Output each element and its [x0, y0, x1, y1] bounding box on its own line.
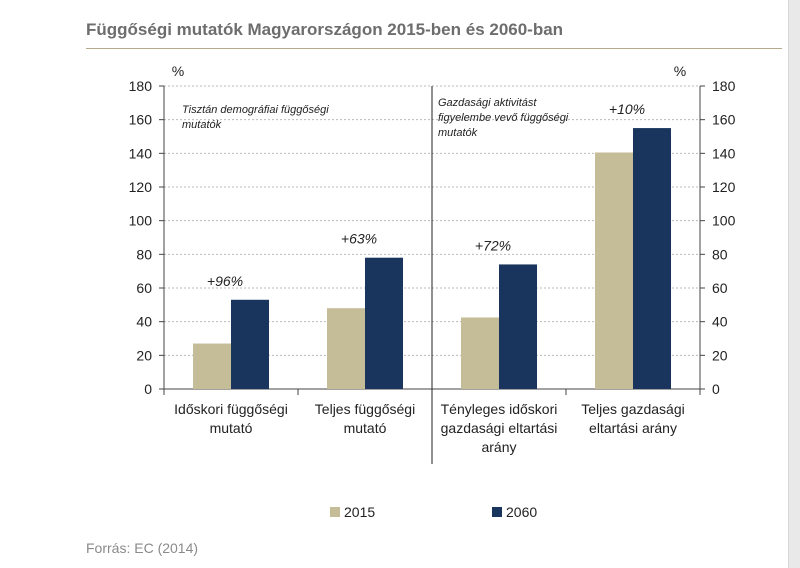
legend-swatch-2015 — [330, 507, 340, 517]
title-divider — [86, 48, 782, 49]
category-label: eltartási arány — [589, 420, 677, 436]
group-note-economic: Gazdasági aktivitást — [438, 97, 537, 109]
y-tick-label-left: 80 — [136, 246, 152, 262]
y-tick-label-right: 20 — [712, 347, 728, 363]
legend-swatch-2060 — [492, 507, 502, 517]
bar-2060 — [365, 257, 403, 389]
y-tick-label-right: 140 — [712, 145, 736, 161]
y-tick-label-left: 120 — [129, 179, 153, 195]
group-note-economic: mutatók — [438, 127, 478, 139]
change-label: +63% — [341, 231, 377, 247]
chart-title: Függőségi mutatók Magyarországon 2015-be… — [86, 20, 564, 39]
category-label: gazdasági eltartási — [441, 420, 558, 436]
y-tick-label-left: 140 — [129, 145, 153, 161]
y-unit-right: % — [674, 63, 686, 79]
change-label: +96% — [207, 273, 243, 289]
legend-label-2060: 2060 — [506, 504, 537, 520]
bar-2060 — [231, 299, 269, 389]
y-tick-label-left: 160 — [129, 112, 153, 128]
group-note-demographic: Tisztán demográfiai függőségi — [182, 104, 329, 116]
y-tick-label-right: 180 — [712, 78, 736, 94]
bar-2015 — [327, 308, 365, 389]
category-label: mutató — [210, 420, 253, 436]
category-label: Tényleges időskori — [441, 401, 558, 417]
y-tick-label-left: 20 — [136, 347, 152, 363]
y-unit-left: % — [172, 63, 184, 79]
y-tick-label-left: 0 — [144, 381, 152, 397]
category-label: Időskori függőségi — [174, 401, 288, 417]
bar-2015 — [461, 317, 499, 389]
y-tick-label-left: 60 — [136, 280, 152, 296]
y-tick-label-right: 40 — [712, 314, 728, 330]
y-tick-label-right: 100 — [712, 213, 736, 229]
y-tick-label-right: 60 — [712, 280, 728, 296]
group-note-economic: figyelembe vevő függőségi — [438, 112, 569, 124]
bar-2060 — [499, 264, 537, 389]
category-label: arány — [481, 439, 516, 455]
category-label: Teljes függőségi — [315, 401, 415, 417]
category-label: Teljes gazdasági — [581, 401, 685, 417]
bar-2060 — [633, 128, 671, 390]
y-tick-label-right: 0 — [712, 381, 720, 397]
y-tick-label-right: 120 — [712, 179, 736, 195]
legend-label-2015: 2015 — [344, 504, 375, 520]
y-tick-label-right: 80 — [712, 246, 728, 262]
y-tick-label-right: 160 — [712, 112, 736, 128]
group-note-demographic: mutatók — [182, 119, 222, 131]
source-note: Forrás: EC (2014) — [86, 540, 199, 556]
bar-2015 — [595, 152, 633, 389]
y-tick-label-left: 100 — [129, 213, 153, 229]
y-tick-label-left: 40 — [136, 314, 152, 330]
change-label: +72% — [475, 237, 511, 253]
window-edge — [788, 0, 800, 568]
y-tick-label-left: 180 — [129, 78, 153, 94]
change-label: +10% — [609, 101, 645, 117]
bar-2015 — [193, 343, 231, 389]
category-label: mutató — [344, 420, 387, 436]
